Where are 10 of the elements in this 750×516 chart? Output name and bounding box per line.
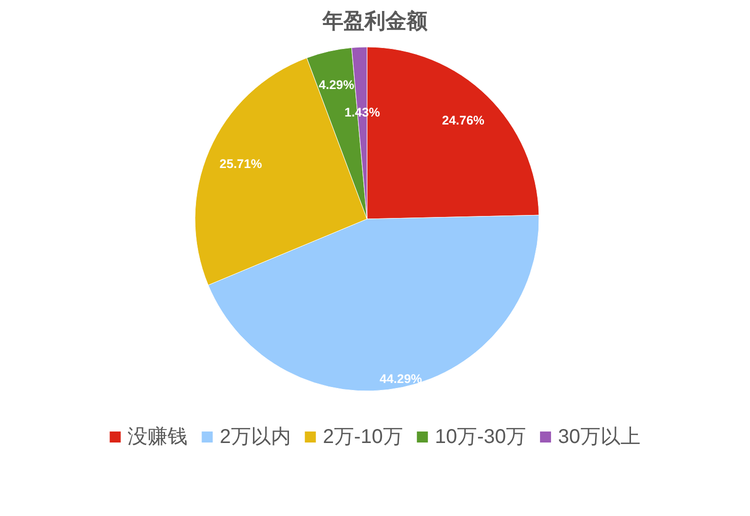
data-label: 4.29% — [318, 78, 354, 92]
legend-label: 2万-10万 — [322, 426, 403, 448]
legend-label: 10万-30万 — [434, 426, 526, 448]
legend-label: 没赚钱 — [128, 426, 188, 448]
data-label: 24.76% — [442, 114, 484, 128]
chart-title: 年盈利金额 — [322, 9, 428, 33]
legend-label: 2万以内 — [220, 426, 291, 448]
data-label: 25.71% — [220, 157, 262, 172]
data-label: 44.29% — [380, 372, 422, 386]
legend-label: 30万以上 — [558, 426, 640, 448]
